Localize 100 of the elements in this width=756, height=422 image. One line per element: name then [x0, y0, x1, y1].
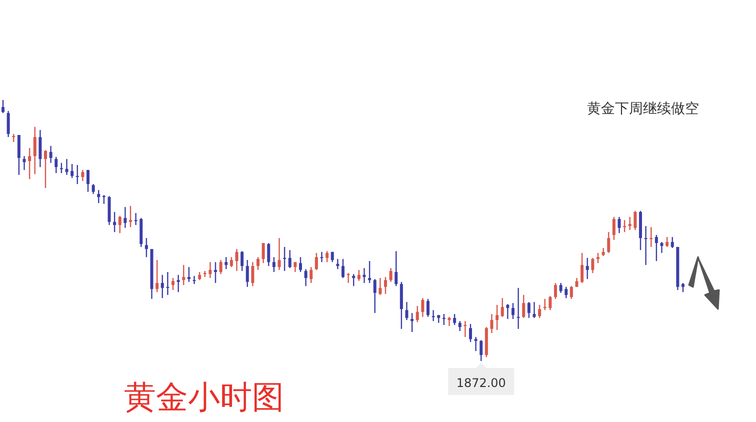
- candlestick: [628, 216, 632, 231]
- candlestick: [416, 305, 419, 323]
- candlestick: [113, 211, 116, 233]
- candlestick: [283, 246, 286, 272]
- candlestick: [559, 282, 562, 294]
- candlestick: [512, 302, 514, 320]
- candlestick: [660, 241, 664, 254]
- candlestick: [144, 237, 148, 258]
- text: 黄金小时图: [124, 378, 284, 416]
- candlestick: [554, 282, 557, 300]
- candlestick: [522, 294, 526, 319]
- candlestick: [326, 250, 329, 263]
- candlestick: [28, 147, 32, 180]
- candlestick: [70, 163, 74, 179]
- candlestick: [314, 252, 318, 271]
- candlestick: [516, 287, 520, 330]
- candlestick: [156, 259, 159, 293]
- candlestick: [44, 150, 47, 189]
- candlestick: [682, 282, 684, 293]
- candlestick: [496, 304, 499, 331]
- candlestick: [362, 267, 366, 284]
- candlestick: [208, 261, 212, 279]
- candlestick: [81, 169, 84, 182]
- candlestick: [378, 277, 382, 296]
- candlestick: [65, 158, 68, 176]
- annotation: 1872.00: [456, 376, 506, 390]
- candlestick: [134, 212, 138, 226]
- candlestick: [219, 259, 222, 275]
- candlestick: [432, 310, 435, 322]
- candlestick: [564, 286, 568, 299]
- candlestick: [278, 237, 281, 271]
- candlestick: [458, 320, 462, 332]
- candlestick: [453, 313, 456, 326]
- candlestick: [394, 250, 398, 287]
- candlestick: [187, 266, 190, 283]
- candlestick: [654, 234, 658, 262]
- candlestick: [591, 257, 594, 274]
- candlestick: [506, 304, 510, 320]
- candlestick: [342, 258, 344, 279]
- candlestick: [129, 205, 132, 228]
- candlestick: [596, 252, 600, 264]
- candlestick: [480, 340, 483, 362]
- candlestick: [235, 248, 238, 272]
- candlestick: [92, 183, 95, 195]
- candlestick: [299, 256, 302, 273]
- candlestick: [634, 210, 637, 231]
- candlestick: [474, 336, 478, 352]
- candlestick: [670, 236, 674, 249]
- candlestick: [426, 298, 430, 318]
- candlestick: [612, 216, 616, 240]
- candlestick: [650, 226, 653, 248]
- candlestick: [580, 252, 584, 284]
- candlestick: [166, 271, 170, 296]
- candlestick: [38, 129, 42, 168]
- annotation: 黄金下周继续做空: [587, 101, 699, 117]
- candlestick: [527, 301, 530, 319]
- candlestick: [304, 268, 308, 287]
- candlestick: [405, 301, 408, 321]
- candlestick: [548, 295, 552, 311]
- candlestick: [49, 145, 52, 164]
- candlestick: [294, 261, 297, 273]
- candlestick: [124, 206, 127, 228]
- candlestick: [2, 99, 4, 114]
- candlestick: [76, 164, 79, 185]
- candlestick: [357, 269, 360, 282]
- candlestick: [373, 278, 376, 314]
- candlestick: [214, 261, 217, 284]
- candlestick: [172, 277, 174, 291]
- candlestick: [500, 298, 504, 318]
- candlestick: [267, 242, 270, 267]
- candlestick: [421, 298, 424, 318]
- candlestick: [384, 276, 387, 295]
- candlestick: [86, 169, 90, 192]
- candlestick: [54, 156, 58, 174]
- candlestick: [256, 256, 260, 271]
- candlestick: [60, 162, 63, 174]
- candlestick: [490, 313, 494, 334]
- candlestick: [251, 261, 254, 287]
- candlestick: [97, 189, 100, 204]
- candlestick: [389, 267, 392, 283]
- candlestick: [410, 312, 414, 333]
- candlestick: [288, 249, 292, 269]
- candlestick: [346, 272, 350, 284]
- candlestick: [310, 266, 313, 284]
- candlestick: [442, 313, 446, 326]
- candlestick: [230, 256, 233, 268]
- candlestick: [352, 273, 356, 287]
- candlestick: [22, 156, 26, 171]
- candlestick: [224, 256, 228, 270]
- candlestick: [532, 301, 536, 319]
- candlestick: [543, 298, 546, 311]
- candlestick: [538, 304, 542, 319]
- candlestick: [182, 264, 186, 286]
- candlestick: [17, 134, 20, 176]
- candlestick: [246, 259, 249, 288]
- candlestick: [262, 242, 265, 264]
- candlestick: [618, 216, 621, 234]
- candlestick: [623, 219, 626, 233]
- candlestick: [272, 256, 276, 273]
- candlestick: [320, 251, 324, 263]
